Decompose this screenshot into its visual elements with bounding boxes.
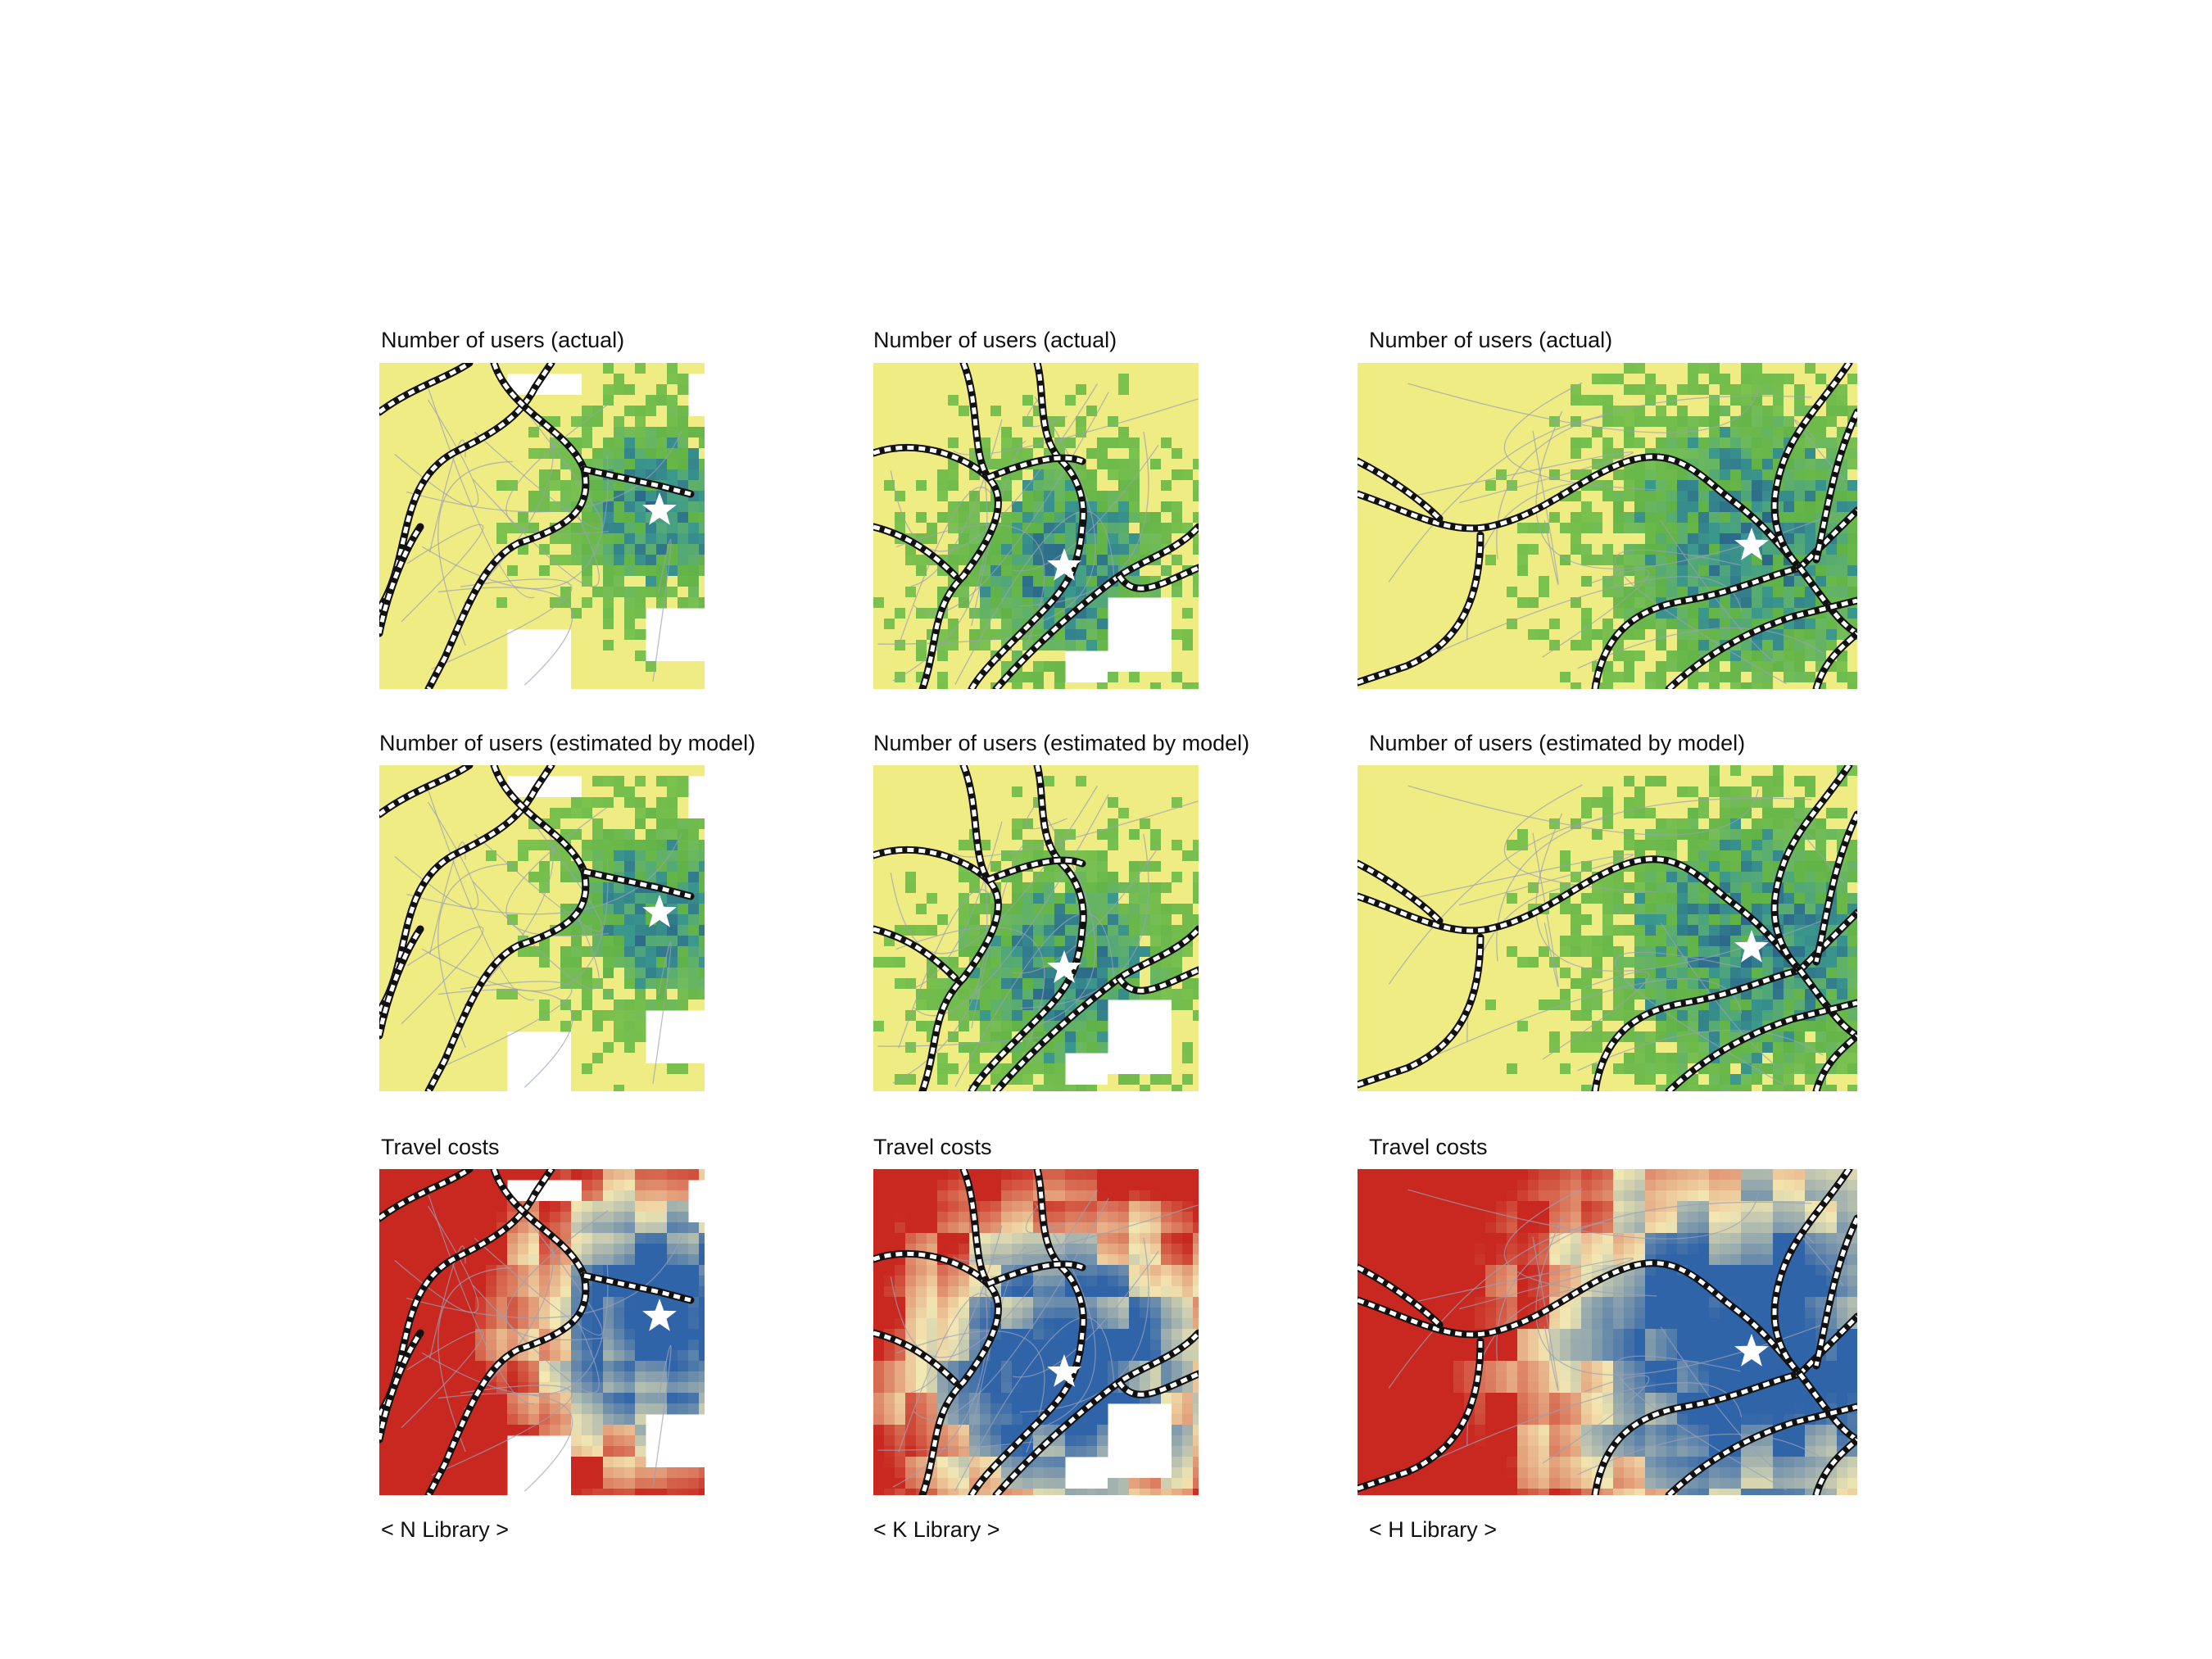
map-k-actual xyxy=(873,363,1199,689)
title-h-cost: Travel costs xyxy=(1369,1135,1488,1159)
map-h-actual xyxy=(1358,363,1857,689)
caption-k-library: < K Library > xyxy=(873,1517,1000,1542)
road-network xyxy=(1388,382,1844,685)
map-n-estimated xyxy=(379,765,705,1091)
title-k-cost: Travel costs xyxy=(873,1135,992,1159)
railway-lines xyxy=(873,363,1199,689)
road-network xyxy=(877,786,1199,1087)
star-icon xyxy=(1734,1334,1769,1367)
star-icon xyxy=(1047,1354,1081,1387)
railway-lines xyxy=(379,363,695,689)
map-n-cost xyxy=(379,1169,705,1495)
title-n-actual: Number of users (actual) xyxy=(381,328,625,352)
star-icon xyxy=(1047,950,1081,983)
title-n-estimated: Number of users (estimated by model) xyxy=(379,731,756,755)
star-icon xyxy=(1734,528,1769,560)
title-n-cost: Travel costs xyxy=(381,1135,500,1159)
star-icon xyxy=(642,492,677,525)
railway-lines xyxy=(379,1169,695,1495)
map-h-cost xyxy=(1358,1169,1857,1495)
caption-n-library: < N Library > xyxy=(381,1517,510,1542)
road-network xyxy=(394,388,682,686)
railway-lines xyxy=(1358,1169,1857,1495)
road-network xyxy=(1388,784,1844,1087)
railway-lines xyxy=(1358,363,1857,689)
title-h-actual: Number of users (actual) xyxy=(1369,328,1613,352)
caption-h-library: < H Library > xyxy=(1369,1517,1498,1542)
road-network xyxy=(394,1194,682,1492)
title-k-estimated: Number of users (estimated by model) xyxy=(873,731,1250,755)
railway-lines xyxy=(1358,765,1857,1091)
map-k-cost xyxy=(873,1169,1199,1495)
star-icon xyxy=(1734,930,1769,963)
map-n-actual xyxy=(379,363,705,689)
road-network xyxy=(1388,1188,1844,1491)
road-network xyxy=(394,791,682,1088)
map-k-estimated xyxy=(873,765,1199,1091)
star-icon xyxy=(1047,548,1081,581)
railway-lines xyxy=(379,765,695,1091)
star-icon xyxy=(642,1299,677,1331)
star-icon xyxy=(642,895,677,927)
title-h-estimated: Number of users (estimated by model) xyxy=(1369,731,1746,755)
title-k-actual: Number of users (actual) xyxy=(873,328,1117,352)
map-h-estimated xyxy=(1358,765,1857,1091)
